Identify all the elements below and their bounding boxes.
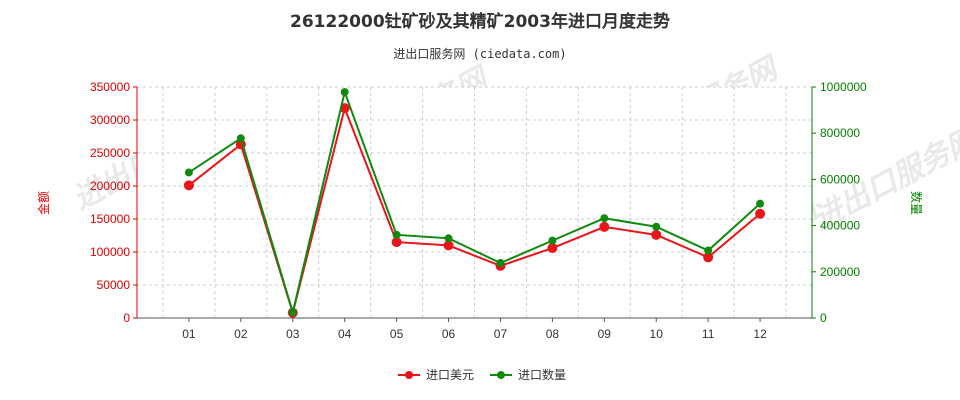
left-tick-label: 350000 [90,80,130,94]
right-tick-label: 600000 [820,172,860,186]
x-tick-label: 03 [286,327,300,341]
legend-swatch-marker [497,371,505,379]
left-tick-label: 100000 [90,245,130,259]
right-tick-label: 800000 [820,126,860,140]
legend-label: 进口美元 [426,368,474,382]
x-tick-label: 09 [598,327,612,341]
right-tick-label: 400000 [820,219,860,233]
legend-swatch-marker [405,371,413,379]
left-tick-label: 250000 [90,146,130,160]
x-tick-label: 08 [546,327,560,341]
data-point [547,243,558,254]
right-tick-label: 200000 [820,265,860,279]
x-tick-label: 02 [234,327,248,341]
data-point [652,222,661,231]
left-tick-label: 150000 [90,212,130,226]
series-line [188,88,761,317]
data-point [704,246,713,255]
right-axis-label: 数量 [909,191,924,215]
left-tick-label: 300000 [90,113,130,127]
data-point [599,221,610,232]
x-tick-label: 06 [442,327,456,341]
x-tick-label: 04 [338,327,352,341]
left-tick-label: 50000 [97,278,131,292]
right-axis-ticks: 0 200000 400000 600000 800000 1000000 [812,80,867,325]
left-axis-label: 金额 [36,191,51,215]
right-tick-label: 0 [820,311,827,325]
data-point [288,308,297,317]
data-point [391,237,402,248]
right-tick-label: 1000000 [820,80,867,94]
data-point [651,229,662,240]
left-axis-ticks: 0 50000 100000 150000 200000 250000 300000 3500… [90,80,137,325]
chart-subtitle: 进出口服务网 (ciedata.com) [393,46,566,61]
data-point [236,134,245,143]
left-tick-label: 200000 [90,179,130,193]
x-axis-ticks: 01 02 03 04 05 06 07 08 09 10 11 12 [182,318,767,341]
left-tick-label: 0 [123,311,130,325]
data-point [443,240,454,251]
axes [136,87,813,319]
data-point [755,208,766,219]
data-point [444,234,453,243]
x-tick-label: 07 [494,327,508,341]
x-tick-label: 11 [702,327,715,341]
x-tick-label: 10 [650,327,664,341]
data-point [496,259,505,268]
data-point [600,214,609,223]
x-tick-label: 01 [182,327,196,341]
data-point [703,252,714,263]
data-point [548,236,557,245]
grid-lines [137,86,812,318]
data-point [756,199,765,208]
legend: 进口美元 进口数量 [398,367,566,382]
data-point [183,180,194,191]
x-tick-label: 05 [390,327,404,341]
data-point [340,88,349,97]
data-point [392,230,401,239]
x-tick-label: 12 [753,327,767,341]
data-point [184,168,193,177]
series-layer [183,88,766,318]
chart-title: 26122000钍矿砂及其精矿2003年进口月度走势 [290,11,670,32]
legend-label: 进口数量 [518,367,566,382]
